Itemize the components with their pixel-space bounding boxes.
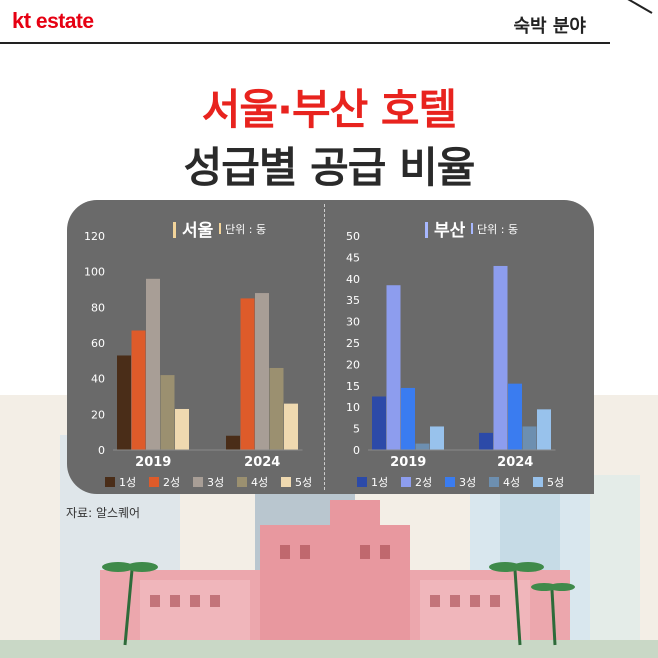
seoul-legend-label: 5성 [295, 476, 312, 489]
seoul-bar-2019-4성 [160, 375, 175, 450]
busan-bar-2019-3성 [401, 387, 415, 450]
seoul-bar-2019-3성 [146, 278, 160, 450]
seoul-legend-swatch [281, 477, 291, 487]
busan-ytick-label: 45 [346, 251, 360, 264]
title-accent-bar [173, 222, 176, 238]
busan-bar-2019-4성 [415, 443, 430, 450]
logo-kt-text: kt [12, 8, 31, 33]
busan-legend-swatch [489, 477, 499, 487]
seoul-bar-2024-4성 [269, 367, 284, 450]
seoul-bar-2024-5성 [284, 403, 298, 450]
busan-ytick-label: 30 [346, 316, 360, 329]
seoul-legend-swatch [237, 477, 247, 487]
seoul-ytick-label: 40 [91, 373, 105, 386]
busan-legend-swatch [401, 477, 411, 487]
seoul-ytick-label: 0 [98, 444, 105, 457]
busan-bar-2024-3성 [508, 383, 522, 450]
busan-bar-2019-2성 [386, 285, 401, 450]
seoul-unit-label: 단위 : 동 [219, 221, 266, 237]
busan-legend-swatch [533, 477, 543, 487]
seoul-ytick-label: 20 [91, 408, 105, 421]
seoul-legend-label: 4성 [251, 476, 268, 489]
kt-estate-logo[interactable]: kt estate [12, 8, 94, 34]
seoul-legend-swatch [193, 477, 203, 487]
bar-charts: 0 20 40 60 80 100 120 2019 2024 1성 2성 3성 4성 5성 0 5 10 15 2… [84, 230, 564, 489]
seoul-bar-2019-2성 [131, 330, 146, 450]
busan-legend-label: 1성 [371, 476, 388, 489]
seoul-ytick-label: 80 [91, 301, 105, 314]
busan-legend-label: 2성 [415, 476, 432, 489]
source-note: 자료: 알스퀘어 [66, 506, 141, 520]
busan-bar-2024-1성 [479, 432, 493, 450]
seoul-ytick-label: 120 [84, 230, 105, 243]
busan-bar-2024-2성 [493, 265, 508, 450]
seoul-title-text: 서울 [182, 221, 214, 241]
busan-ytick-label: 0 [353, 444, 360, 457]
seoul-legend-swatch [105, 477, 115, 487]
busan-ytick-label: 50 [346, 230, 360, 243]
seoul-legend-label: 2성 [163, 476, 180, 489]
unit-accent-bar [219, 223, 221, 234]
busan-ytick-label: 10 [346, 401, 360, 414]
busan-legend-swatch [357, 477, 367, 487]
busan-legend-label: 3성 [459, 476, 476, 489]
header-rule [0, 42, 610, 44]
seoul-legend-swatch [149, 477, 159, 487]
busan-ytick-label: 15 [346, 380, 360, 393]
seoul-bar-2019-1성 [117, 355, 131, 450]
title-accent-bar [425, 222, 428, 238]
busan-ytick-label: 25 [346, 337, 360, 350]
seoul-ytick-label: 100 [84, 266, 105, 279]
headline-line-1: 서울·부산 호텔 [201, 85, 457, 134]
busan-legend-swatch [445, 477, 455, 487]
busan-ytick-label: 20 [346, 358, 360, 371]
chart-divider [324, 204, 325, 490]
busan-ytick-label: 5 [353, 423, 360, 436]
busan-unit-text: 단위 : 동 [477, 223, 519, 236]
header-diagonal-rule [603, 0, 653, 14]
busan-title-text: 부산 [434, 221, 466, 241]
chart-panel: 서울 단위 : 동 부산 단위 : 동 0 20 40 60 80 100 120 2019 2… [67, 200, 594, 494]
seoul-chart-title: 서울 [173, 216, 213, 241]
seoul-bar-2024-2성 [240, 298, 255, 450]
seoul-ytick-label: 60 [91, 337, 105, 350]
seoul-legend-label: 1성 [119, 476, 136, 489]
seoul-bar-2024-1성 [226, 435, 240, 450]
seoul-legend-label: 3성 [207, 476, 224, 489]
logo-estate-text: estate [35, 10, 94, 33]
seoul-category-label: 2024 [244, 455, 280, 470]
seoul-unit-text: 단위 : 동 [225, 223, 267, 236]
seoul-bar-2019-5성 [175, 408, 189, 450]
header: kt estate 숙박 분야 [0, 0, 658, 50]
busan-ytick-label: 35 [346, 294, 360, 307]
section-label: 숙박 분야 [513, 16, 586, 37]
busan-bar-2024-4성 [522, 426, 537, 450]
busan-category-label: 2019 [390, 455, 426, 470]
busan-bar-2024-5성 [537, 409, 551, 450]
seoul-category-label: 2019 [135, 455, 171, 470]
seoul-bar-2024-3성 [255, 293, 269, 450]
busan-category-label: 2024 [497, 455, 533, 470]
unit-accent-bar [471, 223, 473, 234]
busan-legend-label: 5성 [547, 476, 564, 489]
busan-bar-2019-5성 [430, 426, 444, 450]
busan-bar-2019-1성 [372, 396, 386, 450]
busan-chart-title: 부산 [425, 216, 465, 241]
headline-line-2: 성급별 공급 비율 [183, 143, 476, 192]
busan-ytick-label: 40 [346, 273, 360, 286]
busan-unit-label: 단위 : 동 [471, 221, 518, 237]
busan-legend-label: 4성 [503, 476, 520, 489]
